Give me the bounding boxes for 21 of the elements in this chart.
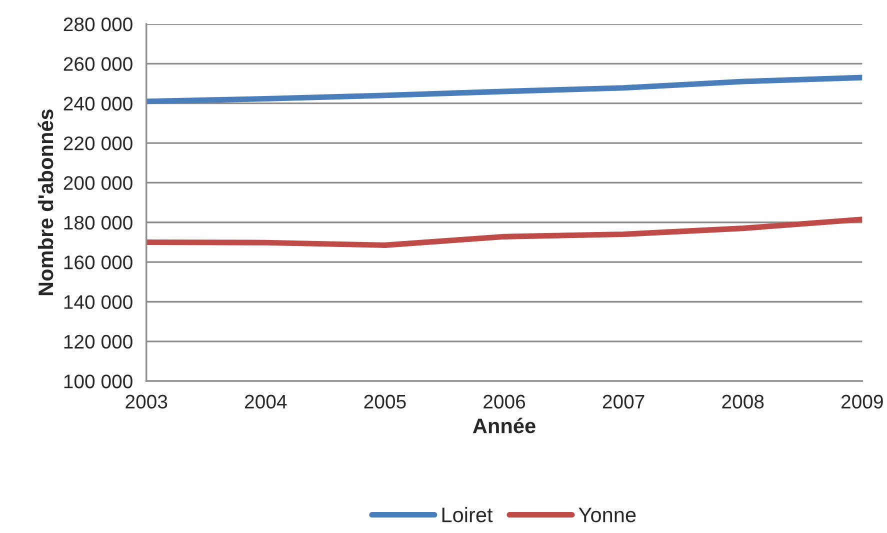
x-tick-label: 2003 (126, 394, 168, 409)
y-tick-label: 200 000 (64, 176, 132, 190)
legend-label: Yonne (578, 508, 636, 522)
legend-label: Loiret (442, 506, 493, 522)
y-tick-label: 220 000 (64, 136, 132, 150)
y-axis-title: Nombre d'abonnés (38, 109, 54, 296)
y-tick-label: 140 000 (64, 295, 132, 309)
x-tick-label: 2006 (484, 394, 526, 409)
y-tick-label: 120 000 (64, 334, 132, 349)
y-tick-label: 240 000 (64, 96, 132, 111)
y-tick-label: 180 000 (64, 216, 132, 230)
x-tick-label: 2007 (602, 394, 644, 409)
x-axis-title: Année (472, 418, 536, 434)
y-tick-label: 100 000 (64, 374, 132, 388)
x-tick-label: 2004 (245, 394, 287, 409)
y-tick-label: 160 000 (64, 256, 132, 270)
x-tick-label: 2009 (842, 394, 883, 409)
x-tick-label: 2008 (722, 394, 764, 409)
y-tick-label: 280 000 (64, 17, 132, 32)
x-tick-label: 2005 (364, 394, 406, 409)
y-tick-label: 260 000 (64, 57, 132, 71)
